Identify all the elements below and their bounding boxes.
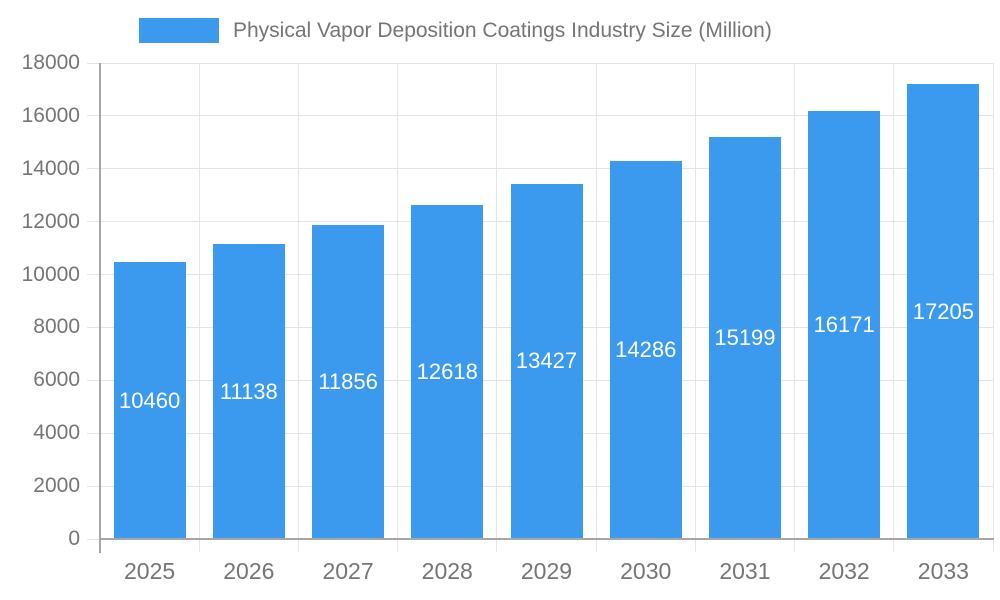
bar-value-label: 11856 (318, 369, 378, 395)
y-axis-label: 16000 (21, 103, 80, 127)
bar-value-label: 14286 (615, 337, 677, 363)
bar-value-label: 11138 (219, 378, 278, 404)
x-axis-tick (595, 539, 597, 552)
gridline-v (992, 63, 994, 539)
y-axis-label: 2000 (33, 474, 80, 498)
x-axis-tick (893, 539, 895, 552)
x-axis-label: 2027 (322, 558, 374, 584)
x-axis-label: 2033 (917, 558, 969, 584)
bar-2029[interactable]: 13427 (510, 183, 583, 539)
y-axis-label: 12000 (21, 209, 80, 233)
y-axis-tick (87, 538, 100, 540)
gridline-h (100, 62, 993, 64)
x-axis-tick (794, 539, 796, 552)
bar-value-label: 16171 (813, 312, 875, 338)
bar-2027[interactable]: 11856 (312, 225, 385, 539)
gridline-v (397, 63, 399, 539)
y-axis-tick (87, 115, 100, 117)
y-axis-tick (87, 485, 100, 487)
y-axis-tick (87, 379, 100, 381)
y-axis-label: 10000 (21, 262, 80, 286)
y-axis-label: 8000 (33, 315, 80, 339)
x-axis-label: 2028 (421, 558, 473, 584)
bar-value-label: 10460 (119, 387, 181, 413)
x-axis-label: 2032 (818, 558, 870, 584)
gridline-v (893, 63, 895, 539)
gridline-v (297, 63, 299, 539)
legend-label: Physical Vapor Deposition Coatings Indus… (233, 19, 772, 42)
gridline-h (100, 168, 993, 170)
bar-2026[interactable]: 11138 (212, 244, 285, 539)
y-axis-label: 18000 (21, 51, 80, 74)
x-axis-tick (397, 539, 399, 552)
y-axis-label: 0 (68, 527, 80, 550)
gridline-v (198, 63, 200, 539)
x-axis-tick (496, 539, 498, 552)
x-axis-tick (297, 539, 299, 552)
y-axis-label: 14000 (21, 156, 80, 180)
legend-swatch (139, 18, 219, 43)
bar-2033[interactable]: 17205 (907, 84, 980, 539)
y-axis-line (99, 63, 101, 553)
x-axis-tick (992, 539, 994, 552)
bar-value-label: 13427 (515, 348, 578, 374)
y-axis-tick (87, 326, 100, 328)
y-axis-tick (87, 432, 100, 434)
x-axis-tick (198, 539, 200, 552)
gridline-v (496, 63, 498, 539)
gridline-v (794, 63, 796, 539)
bar-value-label: 12618 (416, 359, 478, 385)
bar-value-label: 15199 (714, 325, 776, 351)
x-axis-line (99, 538, 994, 540)
bar-2032[interactable]: 16171 (808, 111, 881, 539)
y-axis-label: 4000 (33, 421, 80, 445)
x-axis-label: 2026 (223, 558, 275, 584)
bar-value-label: 17205 (912, 298, 974, 324)
y-axis-tick (87, 221, 100, 223)
x-axis-label: 2025 (124, 558, 176, 584)
gridline-v (595, 63, 597, 539)
y-axis-tick (87, 274, 100, 276)
gridline-v (694, 63, 696, 539)
y-axis-tick (87, 62, 100, 64)
bar-2025[interactable]: 10460 (113, 262, 186, 539)
legend[interactable]: Physical Vapor Deposition Coatings Indus… (139, 18, 772, 43)
x-axis-label: 2029 (520, 558, 573, 584)
bar-2030[interactable]: 14286 (609, 161, 682, 539)
gridline-h (100, 115, 993, 117)
x-axis-label: 2031 (719, 558, 771, 584)
bar-2031[interactable]: 15199 (708, 137, 781, 539)
y-axis-label: 6000 (33, 368, 80, 392)
y-axis-tick (87, 168, 100, 170)
x-axis-label: 2030 (620, 558, 672, 584)
x-axis-tick (694, 539, 696, 552)
bar-2028[interactable]: 12618 (411, 205, 484, 539)
